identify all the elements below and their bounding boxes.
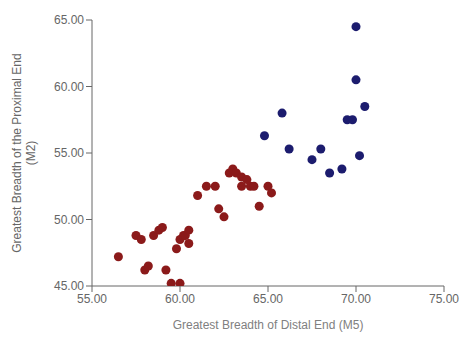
svg-text:60.00: 60.00 — [165, 292, 195, 306]
svg-text:65.00: 65.00 — [253, 292, 283, 306]
svg-text:55.00: 55.00 — [77, 292, 107, 306]
svg-text:50.00: 50.00 — [54, 213, 84, 227]
svg-text:Greatest Breadth of Distal End: Greatest Breadth of Distal End (M5) — [173, 318, 364, 332]
svg-text:55.00: 55.00 — [54, 146, 84, 160]
svg-text:45.00: 45.00 — [54, 279, 84, 293]
svg-text:60.00: 60.00 — [54, 80, 84, 94]
svg-text:75.00: 75.00 — [429, 292, 459, 306]
svg-text:70.00: 70.00 — [341, 292, 371, 306]
svg-text:Greatest Breadth of the Proxim: Greatest Breadth of the Proximal End(M2) — [10, 53, 38, 252]
svg-text:65.00: 65.00 — [54, 13, 84, 27]
